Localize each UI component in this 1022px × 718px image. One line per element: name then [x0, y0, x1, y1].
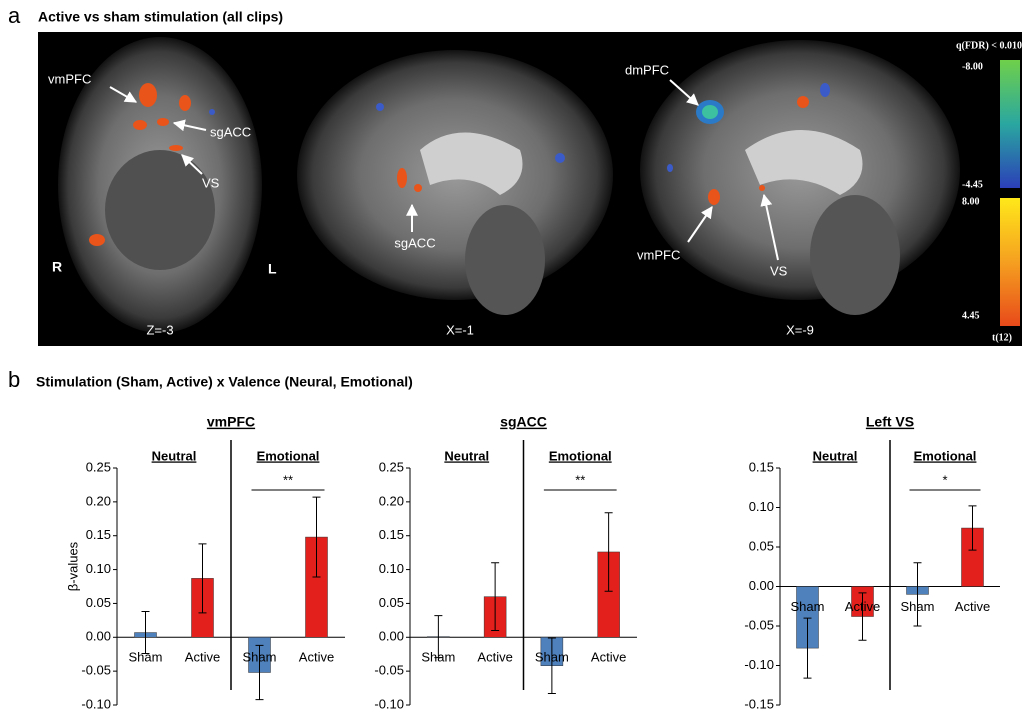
- x-tick-label: Active: [845, 599, 880, 614]
- significance-marker: *: [942, 472, 947, 487]
- significance-marker: **: [283, 472, 293, 487]
- y-tick-label: 0.25: [86, 459, 111, 474]
- y-tick-label: -0.05: [374, 663, 404, 678]
- group-label: Emotional: [257, 448, 320, 463]
- slice-coordinate: X=-9: [786, 322, 814, 337]
- y-tick-label: 0.10: [379, 561, 404, 576]
- x-tick-label: Sham: [791, 599, 825, 614]
- y-tick-label: -0.05: [81, 663, 111, 678]
- panel-title: Active vs sham stimulation (all clips): [38, 9, 283, 25]
- region-label: VS: [202, 175, 220, 190]
- y-tick-label: -0.05: [744, 617, 774, 632]
- chart-title: vmPFC: [207, 414, 255, 430]
- y-tick-label: -0.10: [744, 657, 774, 672]
- y-tick-label: -0.15: [744, 696, 774, 711]
- x-tick-label: Sham: [129, 650, 163, 665]
- region-label: sgACC: [210, 124, 251, 139]
- region-label: vmPFC: [637, 247, 680, 262]
- slice-coordinate: Z=-3: [146, 322, 173, 337]
- group-label: Neutral: [444, 448, 489, 463]
- x-tick-label: Active: [185, 650, 220, 665]
- colorbar-tick: 8.00: [962, 196, 980, 207]
- colorbar-unit: t(12): [992, 332, 1012, 343]
- figure: a Active vs sham stimulation (all clips)…: [0, 0, 1022, 718]
- region-label: dmPFC: [625, 62, 669, 77]
- y-tick-label: 0.05: [749, 538, 774, 553]
- group-label: Neutral: [813, 448, 858, 463]
- y-tick-label: 0.15: [749, 459, 774, 474]
- chart-title: sgACC: [500, 414, 547, 430]
- region-label: VS: [770, 263, 788, 278]
- y-tick-label: 0.05: [86, 595, 111, 610]
- chart-title: Left VS: [866, 414, 914, 430]
- x-tick-label: Sham: [535, 650, 569, 665]
- x-tick-label: Sham: [243, 650, 277, 665]
- x-tick-label: Active: [477, 650, 512, 665]
- y-tick-label: -0.10: [374, 696, 404, 711]
- x-tick-label: Sham: [901, 599, 935, 614]
- y-tick-label: 0.20: [86, 493, 111, 508]
- group-label: Neutral: [152, 448, 197, 463]
- colorbar-title: q(FDR) < 0.010: [956, 40, 1022, 51]
- bar-chart: Left VS 0.15 0.10 0.05 0.00 -0.05 -0.10 -0.15 Ne…: [744, 414, 1000, 712]
- region-label: vmPFC: [48, 71, 91, 86]
- colorbar-tick: -4.45: [962, 179, 983, 190]
- bar-chart: sgACC 0.25 0.20 0.15 0.10 0.05 0.00 -0.05 -0.10 N…: [374, 414, 637, 712]
- y-tick-label: 0.15: [86, 527, 111, 542]
- y-tick-label: 0.00: [749, 578, 774, 593]
- y-tick-label: 0.15: [379, 527, 404, 542]
- x-tick-label: Active: [591, 650, 626, 665]
- y-tick-label: 0.00: [86, 629, 111, 644]
- bar-chart: vmPFC β-values 0.25 0.20 0.15 0.10 0.05 0.00 -0.…: [65, 414, 345, 712]
- y-tick-label: 0.05: [379, 595, 404, 610]
- colorbar-tick: -8.00: [962, 61, 983, 72]
- x-tick-label: Active: [955, 599, 990, 614]
- x-tick-label: Active: [299, 650, 334, 665]
- x-tick-label: Sham: [421, 650, 455, 665]
- panel-title: Stimulation (Sham, Active) x Valence (Ne…: [36, 374, 413, 390]
- significance-marker: **: [575, 472, 585, 487]
- colorbar-tick: 4.45: [962, 310, 980, 321]
- region-label: sgACC: [394, 235, 435, 250]
- panel-letter: a: [8, 3, 21, 28]
- y-tick-label: 0.25: [379, 459, 404, 474]
- y-tick-label: 0.20: [379, 493, 404, 508]
- slice-coordinate: X=-1: [446, 322, 474, 337]
- y-tick-label: 0.10: [749, 499, 774, 514]
- panel-letter: b: [8, 367, 20, 392]
- y-tick-label: -0.10: [81, 696, 111, 711]
- y-tick-label: 0.10: [86, 561, 111, 576]
- side-label: R: [52, 259, 62, 275]
- side-label: L: [268, 261, 277, 277]
- group-label: Emotional: [549, 448, 612, 463]
- y-tick-label: 0.00: [379, 629, 404, 644]
- group-label: Emotional: [914, 448, 977, 463]
- y-axis-label: β-values: [65, 541, 80, 591]
